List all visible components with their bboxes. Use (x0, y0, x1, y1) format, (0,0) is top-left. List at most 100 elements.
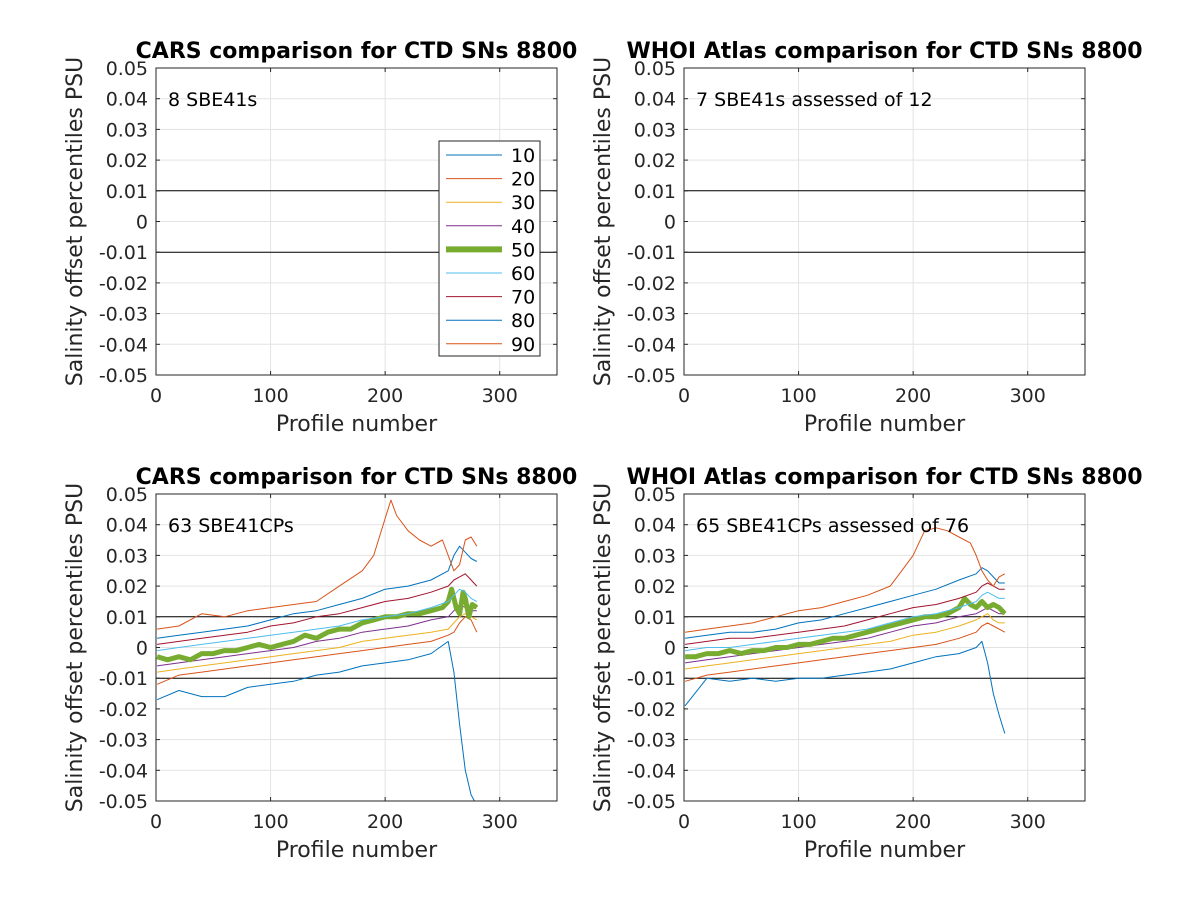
y-tick-label: -0.01 (99, 668, 148, 690)
series-line-70 (157, 573, 478, 645)
x-tick-label: 300 (482, 385, 518, 407)
x-tick-label: 100 (252, 811, 288, 833)
y-tick-label: 0.03 (634, 545, 676, 567)
x-axis-label: Profile number (276, 838, 438, 863)
y-tick-label: 0.02 (634, 576, 676, 598)
chart-panel-3: 0 100 200 300 -0.05 -0.04 -0.03 -0.02 -0.01 0 0.01… (63, 465, 577, 863)
x-axis-label: Profile number (276, 412, 438, 437)
y-tick-label: -0.05 (627, 791, 676, 813)
y-tick-label: 0.01 (634, 607, 676, 629)
y-tick-label: 0.04 (634, 89, 676, 111)
legend-label: 50 (511, 239, 535, 261)
x-axis-label: Profile number (804, 838, 966, 863)
grid (156, 494, 557, 801)
y-tick-label: -0.03 (627, 304, 676, 326)
y-tick-label: -0.01 (627, 242, 676, 264)
x-tick-label: 200 (895, 385, 931, 407)
x-tick-label: 200 (367, 811, 403, 833)
y-tick-label: 0 (136, 638, 148, 660)
panel-title: CARS comparison for CTD SNs 8800 (136, 39, 578, 64)
y-tick-label: -0.05 (627, 365, 676, 387)
panel-annotation: 63 SBE41CPs (168, 515, 294, 537)
series-line-30 (685, 613, 1005, 670)
x-tick-label: 100 (780, 385, 816, 407)
legend-label: 80 (511, 310, 535, 332)
y-tick-label: 0.03 (106, 545, 148, 567)
chart-panel-2: 0 100 200 300 -0.05 -0.04 -0.03 -0.02 -0.01 0 0.01… (591, 39, 1143, 437)
x-tick-label: 300 (482, 811, 518, 833)
y-tick-label: -0.03 (627, 730, 676, 752)
y-tick-label: 0 (664, 638, 676, 660)
y-tick-label: -0.01 (99, 242, 148, 264)
y-tick-label: -0.04 (99, 334, 148, 356)
series-line-60 (685, 591, 1005, 652)
y-tick-label: 0.02 (106, 150, 148, 172)
series-line-70 (685, 582, 1005, 645)
x-tick-label: 300 (1010, 385, 1046, 407)
y-tick-label: 0 (136, 212, 148, 234)
chart-panel-4: 0 100 200 300 -0.05 -0.04 -0.03 -0.02 -0.01 0 0.01… (591, 465, 1143, 863)
x-tick-label: 0 (150, 385, 162, 407)
y-tick-label: 0.04 (634, 515, 676, 537)
series-line-30 (157, 613, 478, 673)
legend-label: 90 (511, 334, 535, 356)
series-line-10 (684, 640, 1006, 734)
panel-title: CARS comparison for CTD SNs 8800 (136, 465, 578, 490)
legend-label: 10 (511, 145, 535, 167)
panel-title: WHOI Atlas comparison for CTD SNs 8800 (626, 39, 1142, 64)
x-tick-label: 0 (678, 811, 690, 833)
y-tick-label: -0.02 (99, 273, 148, 295)
y-axis-label: Salinity offset percentiles PSU (63, 57, 88, 386)
series-line-90 (157, 499, 478, 630)
y-tick-label: 0.05 (634, 484, 676, 506)
x-tick-label: 200 (895, 811, 931, 833)
x-tick-label: 100 (780, 811, 816, 833)
y-tick-label: -0.05 (99, 791, 148, 813)
y-tick-label: 0.04 (106, 515, 148, 537)
x-axis-label: Profile number (804, 412, 966, 437)
legend-label: 40 (511, 216, 535, 238)
series-group (684, 527, 1007, 734)
panel-title: WHOI Atlas comparison for CTD SNs 8800 (626, 465, 1142, 490)
series-line-50 (156, 586, 479, 663)
x-tick-label: 0 (150, 811, 162, 833)
y-tick-label: -0.02 (99, 699, 148, 721)
series-line-20 (156, 616, 478, 685)
y-tick-label: -0.04 (627, 760, 676, 782)
y-tick-label: -0.03 (99, 730, 148, 752)
y-axis-label: Salinity offset percentiles PSU (63, 483, 88, 812)
panel-annotation: 8 SBE41s (168, 89, 257, 111)
y-tick-label: 0.02 (106, 576, 148, 598)
y-tick-label: 0.05 (106, 484, 148, 506)
y-tick-label: -0.02 (627, 273, 676, 295)
legend-label: 30 (511, 192, 535, 214)
y-tick-label: 0.03 (106, 119, 148, 141)
series-line-60 (157, 588, 478, 652)
y-tick-label: -0.01 (627, 668, 676, 690)
y-tick-label: 0.01 (106, 181, 148, 203)
y-tick-label: -0.03 (99, 304, 148, 326)
y-tick-label: 0.05 (634, 58, 676, 80)
series-line-90 (685, 527, 1006, 633)
legend-label: 70 (511, 287, 535, 309)
panel-annotation: 7 SBE41s assessed of 12 (696, 89, 933, 111)
y-tick-label: -0.04 (99, 760, 148, 782)
y-tick-label: 0.01 (634, 181, 676, 203)
y-tick-label: 0.01 (106, 607, 148, 629)
y-tick-label: 0 (664, 212, 676, 234)
series-line-80 (157, 545, 478, 639)
y-tick-label: -0.05 (99, 365, 148, 387)
panels: 0 100 200 300-0.05-0.04-0.03-0.02-0.0100.01… (63, 39, 1143, 863)
chart-panel-1: 0 100 200 300 -0.05 -0.04 -0.03 -0.02 -0.01 0 0.01… (63, 39, 577, 437)
x-tick-label: 200 (367, 385, 403, 407)
series-group (156, 499, 479, 801)
y-tick-label: 0.05 (106, 58, 148, 80)
y-tick-label: 0.03 (634, 119, 676, 141)
y-tick-label: -0.04 (627, 334, 676, 356)
y-tick-label: -0.02 (627, 699, 676, 721)
x-tick-label: 0 (678, 385, 690, 407)
x-tick-label: 100 (252, 385, 288, 407)
series-line-20 (684, 622, 1006, 682)
